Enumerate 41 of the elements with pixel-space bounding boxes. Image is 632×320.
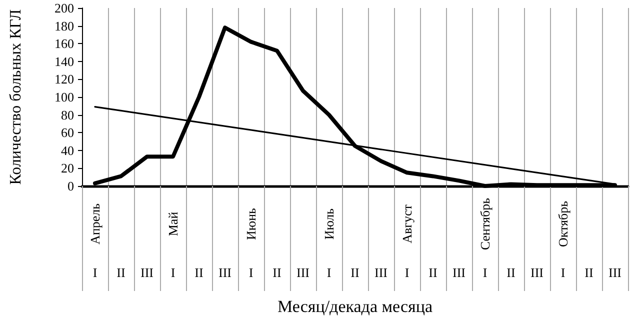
x-tick-label: II [194, 265, 204, 280]
x-tick-label: II [584, 265, 594, 280]
y-tick-label: 100 [54, 90, 74, 104]
text: Октябрь [556, 200, 570, 248]
x-tick-label: I [170, 265, 176, 280]
x-tick-label: I [326, 265, 332, 280]
x-tick-label: II [272, 265, 282, 280]
y-axis-title: Количество больных КГЛ [8, 9, 24, 185]
y-tick-label: 20 [61, 160, 74, 176]
x-tick-label: III [374, 265, 388, 280]
y-tick-label: 60 [61, 125, 74, 140]
text: Май [166, 212, 180, 236]
x-tick-label: III [608, 265, 622, 280]
x-tick-label: II [506, 265, 516, 280]
x-tick-label: III [530, 265, 544, 280]
x-tick-label: I [560, 265, 566, 280]
x-tick-label: II [116, 265, 126, 280]
x-tick-label: III [140, 265, 154, 280]
y-tick-label: 160 [54, 36, 74, 52]
x-tick-label: III [452, 265, 466, 280]
text: Апрель [88, 203, 102, 245]
x-tick-label: II [428, 265, 438, 280]
y-tick-label: 120 [54, 72, 74, 87]
x-tick-label: I [482, 265, 488, 280]
x-tick-label: III [296, 265, 310, 280]
text: Июнь [244, 208, 258, 240]
y-tick-label: 180 [54, 18, 74, 34]
x-tick-label: II [350, 265, 360, 280]
x-tick-label: I [404, 265, 410, 280]
x-tick-label: I [248, 265, 254, 280]
text: Сентябрь [478, 198, 492, 250]
x-tick-label: I [92, 265, 98, 280]
x-axis-title: Месяц/декада месяца [278, 297, 433, 316]
y-tick-label: 0 [68, 178, 74, 194]
y-tick-label: 80 [61, 107, 74, 122]
y-tick-label: 200 [54, 0, 74, 16]
y-tick-label: 40 [61, 142, 74, 158]
x-tick-label: III [218, 265, 232, 280]
y-tick-label: 140 [54, 54, 74, 69]
text: Июль [322, 208, 336, 240]
text: Август [400, 204, 414, 244]
